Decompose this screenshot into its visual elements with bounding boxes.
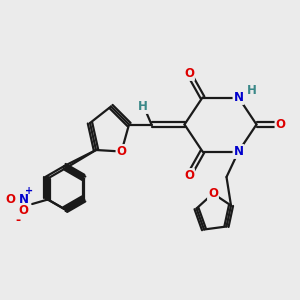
Text: O: O <box>275 118 286 131</box>
Text: N: N <box>233 91 244 104</box>
Text: N: N <box>233 145 244 158</box>
Text: H: H <box>247 83 257 97</box>
Text: O: O <box>184 67 194 80</box>
Text: -: - <box>16 214 21 227</box>
Text: O: O <box>5 193 15 206</box>
Text: O: O <box>208 187 218 200</box>
Text: +: + <box>25 186 33 196</box>
Text: O: O <box>19 204 29 218</box>
Text: O: O <box>116 145 127 158</box>
Text: O: O <box>184 169 194 182</box>
Text: N: N <box>19 193 29 206</box>
Text: H: H <box>138 100 147 113</box>
